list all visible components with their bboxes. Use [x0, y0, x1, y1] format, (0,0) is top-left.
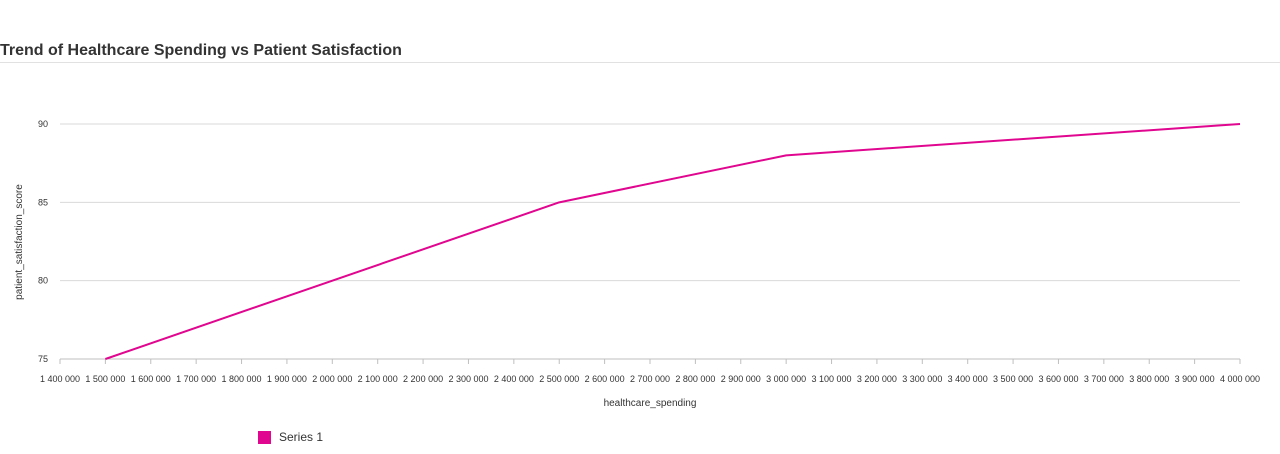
x-tick-label: 2 100 000 — [358, 374, 398, 384]
x-axis-ticks: 1 400 000 1 500 000 1 600 000 1 700 000 1 80… — [40, 359, 1260, 384]
x-tick-label: 3 700 000 — [1084, 374, 1124, 384]
legend-swatch — [258, 430, 271, 444]
x-tick-label: 3 600 000 — [1038, 374, 1078, 384]
chart-title: Trend of Healthcare Spending vs Patient … — [0, 42, 402, 59]
x-tick-label: 1 700 000 — [176, 374, 216, 384]
x-tick-label: 1 600 000 — [131, 374, 171, 384]
legend-label: Series 1 — [279, 430, 324, 444]
x-tick-label: 2 700 000 — [630, 374, 670, 384]
y-tick-label: 75 — [38, 354, 48, 364]
y-axis-label: patient_satisfaction_score — [14, 184, 25, 300]
x-tick-label: 3 900 000 — [1175, 374, 1215, 384]
x-tick-label: 1 400 000 — [40, 374, 80, 384]
x-tick-label: 2 500 000 — [539, 374, 579, 384]
x-tick-label: 2 900 000 — [721, 374, 761, 384]
x-tick-label: 3 400 000 — [948, 374, 988, 384]
x-tick-label: 1 500 000 — [85, 374, 125, 384]
y-axis-ticks: 75 80 85 90 — [38, 119, 48, 364]
series-line — [105, 123, 1241, 360]
y-tick-label: 80 — [38, 276, 48, 286]
legend: Series 1 — [258, 430, 323, 444]
x-tick-label: 3 500 000 — [993, 374, 1033, 384]
y-tick-label: 90 — [38, 119, 48, 129]
x-tick-label: 2 200 000 — [403, 374, 443, 384]
x-tick-label: 4 000 000 — [1220, 374, 1260, 384]
x-tick-label: 2 300 000 — [448, 374, 488, 384]
x-tick-label: 2 400 000 — [494, 374, 534, 384]
y-tick-label: 85 — [38, 197, 48, 207]
x-tick-label: 3 100 000 — [812, 374, 852, 384]
title-bar — [0, 0, 1280, 63]
x-axis-label: healthcare_spending — [604, 398, 697, 409]
x-tick-label: 3 200 000 — [857, 374, 897, 384]
x-tick-label: 3 000 000 — [766, 374, 806, 384]
series-layer — [105, 123, 1241, 360]
x-tick-label: 3 300 000 — [902, 374, 942, 384]
grid-lines — [60, 123, 1240, 360]
x-tick-label: 3 800 000 — [1129, 374, 1169, 384]
x-tick-label: 2 800 000 — [675, 374, 715, 384]
x-tick-label: 2 000 000 — [312, 374, 352, 384]
x-tick-label: 1 900 000 — [267, 374, 307, 384]
x-tick-label: 1 800 000 — [222, 374, 262, 384]
x-tick-label: 2 600 000 — [585, 374, 625, 384]
